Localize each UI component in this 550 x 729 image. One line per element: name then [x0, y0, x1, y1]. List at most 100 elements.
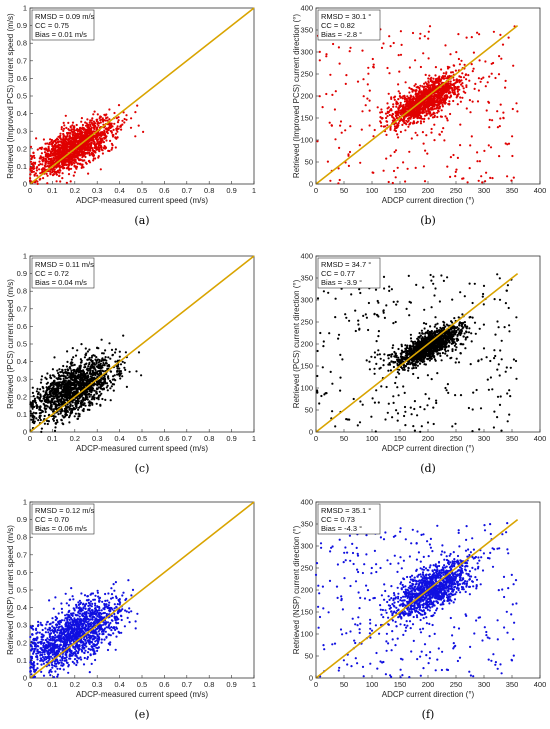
data-point — [433, 114, 436, 117]
data-point — [80, 117, 83, 120]
data-point — [35, 390, 39, 393]
data-point — [52, 374, 55, 377]
data-point — [49, 392, 52, 395]
data-point — [108, 108, 111, 111]
data-point — [46, 395, 49, 398]
data-point — [484, 60, 487, 63]
data-point — [101, 152, 104, 155]
data-point — [66, 382, 69, 385]
data-point — [90, 391, 93, 394]
data-point — [63, 161, 66, 164]
data-point — [61, 422, 64, 425]
data-point — [426, 152, 429, 155]
data-point — [40, 147, 43, 151]
data-point — [97, 347, 100, 350]
data-point — [114, 136, 117, 139]
data-point — [44, 142, 47, 145]
data-point — [386, 120, 389, 123]
data-point — [61, 177, 64, 180]
data-point — [437, 82, 441, 85]
data-point — [88, 154, 91, 157]
data-point — [456, 90, 459, 93]
data-point — [99, 121, 102, 124]
data-point — [424, 93, 428, 96]
data-point — [40, 427, 44, 430]
data-point — [57, 374, 61, 377]
x-tick-label: 0.4 — [114, 186, 124, 195]
data-point — [112, 128, 115, 131]
data-point — [406, 167, 409, 170]
data-point — [62, 142, 65, 145]
data-point — [115, 117, 118, 120]
data-point — [487, 144, 490, 147]
data-point — [84, 363, 87, 366]
data-point — [66, 166, 69, 169]
data-point — [359, 161, 362, 164]
data-point — [77, 376, 81, 379]
data-point — [422, 96, 425, 99]
data-point — [89, 149, 92, 152]
data-point — [498, 125, 501, 128]
data-point — [449, 94, 452, 97]
data-point — [433, 98, 436, 101]
data-point — [114, 351, 117, 354]
data-point — [84, 365, 87, 369]
data-point — [490, 62, 493, 65]
data-point — [511, 107, 514, 111]
data-point — [488, 75, 491, 78]
data-point — [81, 159, 84, 162]
data-point — [424, 114, 427, 117]
data-point — [60, 402, 63, 405]
data-point — [434, 74, 437, 77]
data-point — [37, 164, 40, 167]
data-point — [59, 149, 62, 152]
data-point — [443, 139, 446, 142]
data-point — [55, 400, 59, 403]
data-point — [68, 136, 71, 139]
data-point — [73, 159, 76, 162]
data-point — [385, 116, 388, 120]
data-point — [65, 143, 69, 146]
data-point — [40, 430, 43, 433]
data-point — [73, 387, 77, 390]
data-point — [80, 166, 83, 169]
data-point — [380, 108, 383, 111]
data-point — [111, 133, 114, 137]
data-point — [364, 104, 367, 107]
stats-line: Bias = -2.8 ° — [321, 30, 362, 39]
data-point — [465, 85, 468, 89]
data-point — [41, 163, 44, 166]
data-point — [70, 407, 73, 410]
x-tick-label: 0.9 — [226, 434, 236, 443]
data-point — [100, 338, 103, 341]
data-point — [88, 363, 91, 366]
data-point — [84, 347, 87, 350]
data-point — [368, 109, 371, 112]
data-point — [448, 74, 451, 78]
data-point — [106, 132, 109, 135]
data-point — [331, 93, 334, 96]
data-point — [64, 391, 67, 395]
data-point — [50, 408, 53, 411]
data-point — [468, 167, 471, 170]
data-point — [421, 108, 424, 111]
data-point — [79, 163, 82, 166]
data-point — [387, 92, 390, 95]
data-point — [397, 90, 400, 93]
data-point — [53, 380, 56, 383]
data-point — [56, 169, 60, 172]
data-point — [34, 412, 37, 415]
data-point — [512, 64, 515, 67]
data-point — [452, 153, 455, 157]
data-point — [121, 119, 124, 122]
data-point — [86, 151, 89, 154]
data-point — [95, 126, 99, 129]
data-point — [107, 126, 110, 129]
data-point — [70, 384, 73, 387]
data-point — [454, 69, 457, 72]
data-point — [54, 149, 57, 152]
data-point — [92, 120, 95, 123]
data-point — [104, 356, 107, 359]
data-point — [73, 129, 76, 132]
data-point — [420, 91, 423, 94]
